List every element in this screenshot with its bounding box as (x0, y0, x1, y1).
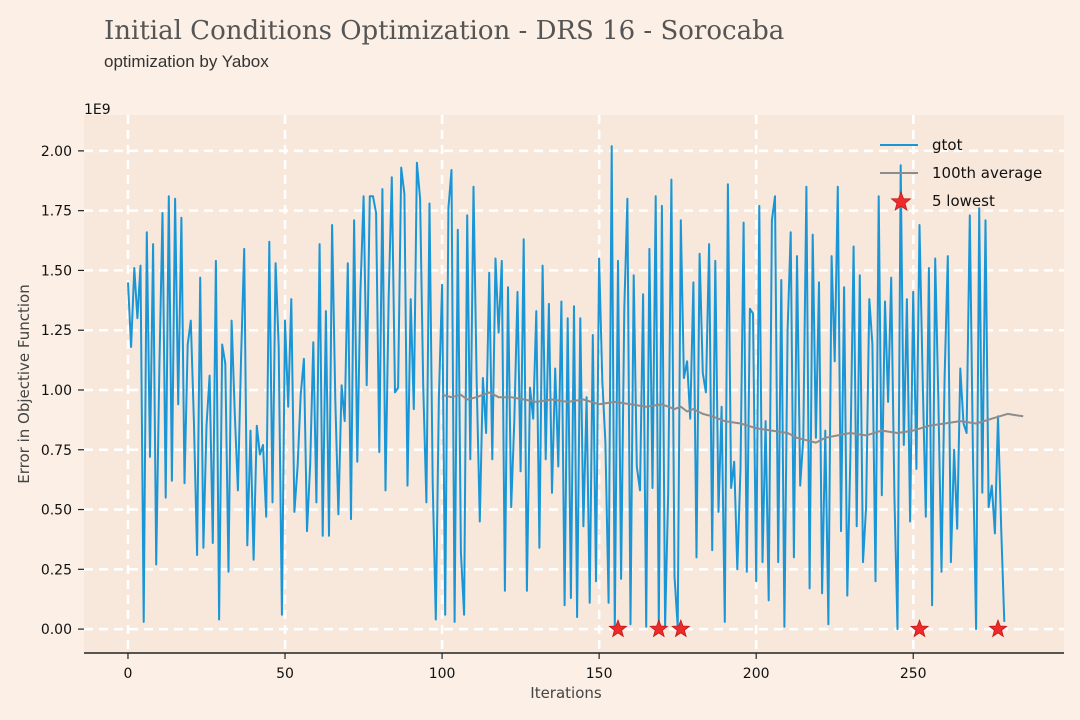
y-tick-label-5: 1.25 (41, 323, 72, 339)
y-tick-label-8: 2.00 (41, 144, 72, 160)
x-axis-label: Iterations (530, 684, 602, 702)
y-scale-label: 1E9 (84, 102, 111, 118)
lowest-point-3 (909, 618, 930, 638)
y-axis-label: Error in Objective Function (15, 284, 33, 483)
legend-swatch-lowest (890, 190, 912, 212)
x-tick-label-4: 200 (743, 666, 770, 682)
x-tick-label-0: 0 (124, 666, 133, 682)
y-axis-ticks: 0.00 0.25 0.50 0.75 1.00 1.25 1.50 1.75 2.00 (41, 144, 84, 638)
x-tick-label-5: 250 (900, 666, 927, 682)
y-tick-label-6: 1.50 (41, 263, 72, 279)
legend-label-gtot: gtot (932, 136, 963, 154)
y-tick-label-0: 0.00 (41, 622, 72, 638)
x-axis-ticks: 0 50 100 150 200 250 (124, 653, 927, 682)
series-layer (127, 145, 1024, 638)
x-tick-label-2: 100 (429, 666, 456, 682)
chart-title: Initial Conditions Optimization - DRS 16… (104, 16, 785, 46)
chart-subtitle: optimization by Yabox (104, 52, 269, 71)
y-tick-label-4: 1.00 (41, 383, 72, 399)
y-tick-label-7: 1.75 (41, 204, 72, 220)
legend-label-lowest: 5 lowest (932, 192, 995, 210)
series-line-gtot (127, 145, 1006, 631)
legend-label-average: 100th average (932, 164, 1042, 182)
lowest-point-0 (608, 618, 628, 638)
series-line-average (441, 391, 1024, 444)
lowest-point-1 (649, 618, 669, 638)
x-tick-label-1: 50 (276, 666, 294, 682)
lowest-point-4 (988, 618, 1008, 638)
lowest-point-2 (671, 618, 691, 638)
y-tick-label-1: 0.25 (41, 562, 72, 578)
legend: gtot 100th average 5 lowest (880, 136, 1042, 212)
x-tick-label-3: 150 (586, 666, 613, 682)
y-tick-label-3: 0.75 (41, 443, 72, 459)
y-tick-label-2: 0.50 (41, 503, 72, 519)
